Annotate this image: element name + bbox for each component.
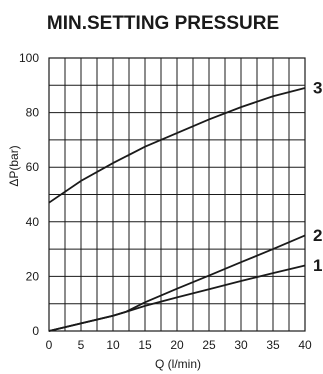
chart-title: MIN.SETTING PRESSURE [47,13,279,34]
x-tick-label: 0 [46,338,53,352]
x-tick-label: 30 [234,338,248,352]
x-tick-label: 20 [170,338,184,352]
y-tick-label: 100 [19,51,39,65]
curves [48,87,306,332]
curve-labels: 1 2 3 [313,79,322,275]
series-label-3: 3 [313,79,322,98]
y-tick-labels: 0 20 40 60 80 100 [19,51,39,338]
x-tick-label: 35 [266,338,280,352]
series-label-2: 2 [313,226,322,245]
y-tick-label: 20 [26,269,40,283]
y-axis-label: ΔP(bar) [7,145,21,186]
x-tick-label: 40 [298,338,312,352]
y-tick-label: 0 [32,324,39,338]
x-tick-labels: 0 5 10 15 20 25 30 35 40 [46,338,312,352]
x-axis-label: Q (l/min) [155,357,201,371]
y-tick-label: 60 [26,160,40,174]
grid [49,58,305,331]
y-tick-label: 40 [26,215,40,229]
x-tick-label: 10 [106,338,120,352]
series-label-1: 1 [313,256,322,275]
y-tick-label: 80 [26,106,40,120]
x-tick-label: 25 [202,338,216,352]
x-tick-label: 5 [78,338,85,352]
series-line-2 [48,234,306,332]
series-line-3 [48,87,306,204]
plot-frame [48,57,306,332]
x-tick-label: 15 [138,338,152,352]
